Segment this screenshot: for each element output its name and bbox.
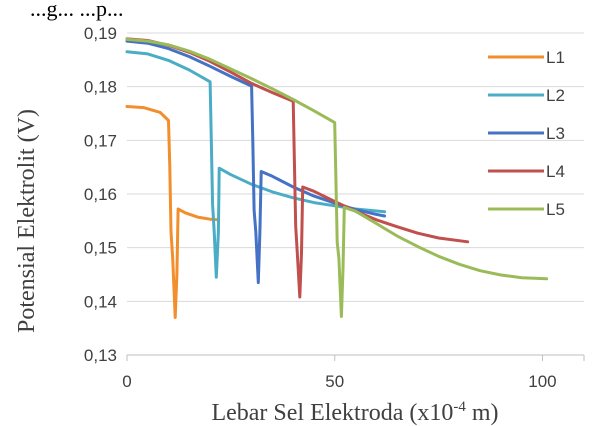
x-axis-title-main: Lebar Sel Elektroda (x10 — [211, 400, 453, 426]
axes — [126, 354, 585, 361]
legend-label: L3 — [546, 124, 565, 143]
legend-label: L2 — [546, 86, 565, 105]
legend-label: L1 — [546, 48, 565, 67]
y-tick-label: 0,19 — [84, 24, 117, 43]
legend: L1 L2 L3 L4 L5 — [488, 48, 565, 219]
y-tick-label: 0,17 — [84, 131, 117, 150]
x-tick-label: 0 — [122, 372, 131, 391]
legend-item-l2: L2 — [488, 86, 565, 105]
y-tick-label: 0,13 — [84, 346, 117, 365]
y-tick-label: 0,14 — [84, 292, 117, 311]
series-line-l1 — [125, 105, 220, 319]
x-tick-labels: 0 50 100 — [122, 372, 556, 391]
series-line-l2 — [125, 50, 387, 279]
legend-item-l1: L1 — [488, 48, 565, 67]
y-axis-title: Potensial Elektrolit (V) — [14, 109, 40, 333]
y-tick-labels: 0,13 0,14 0,15 0,16 0,17 0,18 0,19 — [84, 24, 117, 365]
series-line-l3 — [125, 39, 387, 285]
legend-item-l5: L5 — [488, 200, 565, 219]
series-line-l5 — [125, 37, 549, 318]
gridlines — [127, 32, 584, 302]
y-tick-label: 0,15 — [84, 239, 117, 258]
series-lines — [125, 37, 549, 319]
cropped-caption: ...g... ...p... — [30, 0, 124, 21]
legend-label: L4 — [546, 162, 565, 181]
legend-label: L5 — [546, 200, 565, 219]
x-axis-title-exponent: -4 — [453, 399, 466, 415]
y-tick-label: 0,18 — [84, 78, 117, 97]
x-axis-title-unit: m) — [466, 400, 499, 426]
y-tick-label: 0,16 — [84, 185, 117, 204]
x-tick-label: 50 — [325, 372, 344, 391]
legend-item-l3: L3 — [488, 124, 565, 143]
x-tick-label: 100 — [528, 372, 556, 391]
series-line-l4 — [125, 37, 470, 299]
legend-item-l4: L4 — [488, 162, 565, 181]
x-axis-title: Lebar Sel Elektroda (x10-4 m) — [211, 399, 498, 426]
